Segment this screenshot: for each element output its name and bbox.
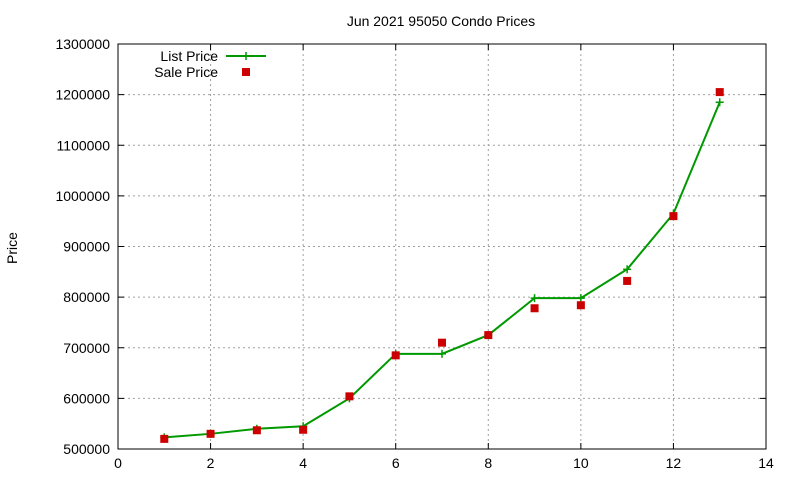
legend-label: List Price: [160, 48, 218, 64]
data-point: [391, 351, 400, 360]
y-tick-label: 800000: [63, 289, 110, 305]
data-point: [438, 338, 446, 347]
legend-label: Sale Price: [154, 64, 218, 80]
y-tick-label: 500000: [63, 441, 110, 457]
y-tick-label: 1100000: [57, 137, 111, 153]
grid-lines: [118, 44, 766, 449]
y-tick-label: 900000: [63, 239, 110, 255]
x-tick-label: 6: [392, 455, 400, 471]
data-point: [345, 392, 354, 401]
y-axis-tick-labels: 500000 600000 700000 800000 900000 1000000 110…: [55, 36, 110, 457]
data-point: [160, 434, 169, 443]
data-point: [438, 349, 446, 358]
y-tick-label: 700000: [63, 340, 110, 356]
series-0: [160, 98, 724, 442]
y-tick-label: 1200000: [55, 87, 110, 103]
x-tick-label: 4: [299, 455, 307, 471]
chart-title: Jun 2021 95050 Condo Prices: [347, 13, 535, 29]
x-tick-label: 14: [758, 455, 774, 471]
data-point: [623, 276, 632, 285]
series-line: [164, 101, 721, 439]
data-point: [530, 304, 539, 313]
y-tick-label: 600000: [63, 390, 110, 406]
legend-item: List Price: [160, 48, 266, 64]
x-axis-tick-labels: 0 2 4 6 8 10 12 14: [114, 455, 774, 471]
legend-marker-sample: [242, 52, 250, 60]
data-point: [576, 301, 585, 310]
x-tick-label: 8: [484, 455, 492, 471]
data-point: [715, 98, 724, 107]
axis-ticks: [117, 43, 767, 450]
data-point: [576, 294, 585, 303]
data-point: [669, 212, 678, 221]
data-series: [160, 88, 724, 443]
x-tick-label: 10: [573, 455, 589, 471]
data-point: [715, 88, 724, 97]
x-tick-label: 0: [114, 455, 122, 471]
legend-item: Sale Price: [154, 64, 250, 80]
x-tick-label: 2: [207, 455, 215, 471]
x-tick-label: 12: [666, 455, 682, 471]
data-point: [623, 265, 632, 274]
data-point: [530, 294, 539, 303]
legend-marker-sample: [242, 68, 250, 76]
y-tick-label: 1300000: [55, 36, 110, 52]
data-point: [252, 426, 261, 435]
data-point: [484, 331, 493, 340]
data-point: [299, 425, 308, 434]
y-tick-label: 1000000: [55, 188, 110, 204]
data-point: [206, 429, 215, 438]
y-axis-label: Price: [4, 232, 20, 264]
series-1: [160, 88, 724, 443]
